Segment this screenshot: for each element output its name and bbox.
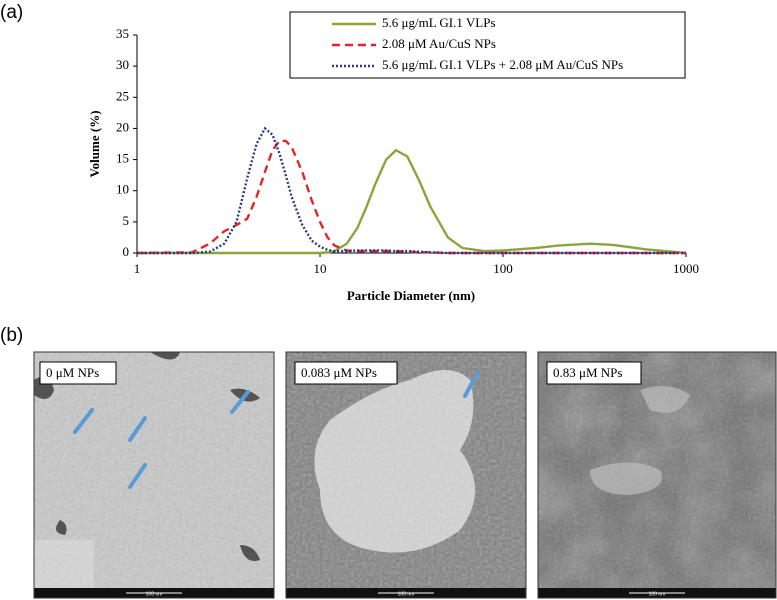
y-tick-label: 15 <box>116 151 129 166</box>
data-line <box>137 148 687 255</box>
image-region <box>34 540 94 588</box>
panel-label: (a) <box>0 2 23 23</box>
image-texture <box>286 352 526 598</box>
micrograph: 100 nm 0.083 μM NPs <box>285 351 527 599</box>
arrow <box>73 390 250 489</box>
label-box <box>39 361 117 385</box>
micrograph: 100 nm 0.83 μM NPs <box>537 351 777 599</box>
y-tick-label: 0 <box>123 244 130 259</box>
x-tick-label: 10 <box>314 261 327 276</box>
micrograph: 100 nm 0 μM NPs <box>33 351 275 599</box>
legend-label: 2.08 μM Au/CuS NPs <box>382 36 496 51</box>
x-tick-label: 1 <box>134 261 141 276</box>
y-tick-label: 20 <box>116 119 129 134</box>
y-tick-label: 10 <box>116 182 129 197</box>
micrograph-label: 0 μM NPs <box>46 365 99 380</box>
y-axis-label: Volume (%) <box>87 110 102 177</box>
plot: 0 5 10 15 20 25 30 35 1 10 100 1000 5.6 μg/mL GI.1 V… <box>116 11 699 276</box>
x-tick-label: 1000 <box>673 261 699 276</box>
x-tick-label: 100 <box>493 261 513 276</box>
label-box <box>294 361 398 385</box>
scale-label: 100 nm <box>398 591 415 597</box>
scale-label: 100 nm <box>649 591 666 597</box>
data-line <box>136 139 686 255</box>
label-box <box>546 361 642 385</box>
y-tick-label: 25 <box>116 88 129 103</box>
y-tick-label: 30 <box>116 57 129 72</box>
y-tick-label: 5 <box>123 213 130 228</box>
x-axis-label: Particle Diameter (nm) <box>347 288 475 303</box>
legend-label: 5.6 μg/mL GI.1 VLPs + 2.08 μM Au/CuS NPs <box>382 57 623 72</box>
arrow <box>463 370 480 398</box>
image-border <box>33 351 275 599</box>
image-region <box>590 386 690 495</box>
scale-label: 100 nm <box>146 591 163 597</box>
image-border <box>285 351 527 599</box>
legend-label: 5.6 μg/mL GI.1 VLPs <box>382 15 496 30</box>
micrograph-label: 0.83 μM NPs <box>553 365 622 380</box>
image-border <box>537 351 777 599</box>
micrograph-label: 0.083 μM NPs <box>301 365 377 380</box>
legend-box <box>289 11 686 79</box>
data-line <box>137 126 686 255</box>
panel-label: (b) <box>0 325 23 346</box>
y-tick-label: 35 <box>116 26 129 41</box>
